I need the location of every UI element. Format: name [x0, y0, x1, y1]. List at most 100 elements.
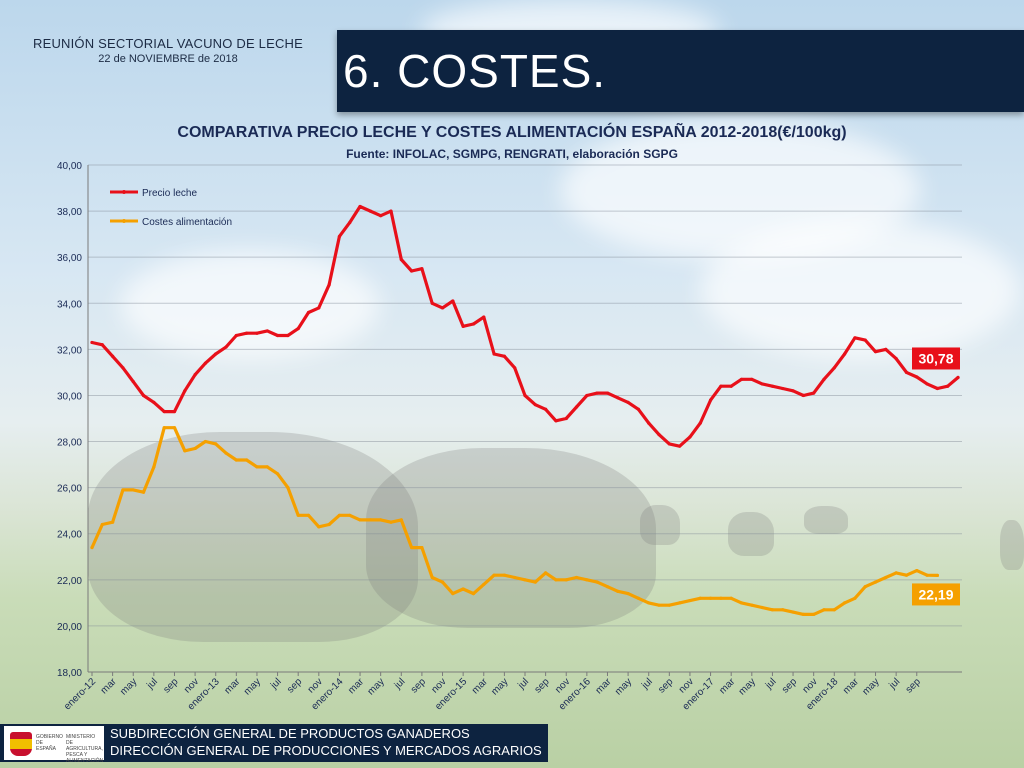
- data-point: [306, 513, 311, 517]
- data-point: [348, 513, 352, 517]
- meeting-header: REUNIÓN SECTORIAL VACUNO DE LECHE 22 de …: [0, 36, 336, 65]
- data-point: [915, 375, 919, 379]
- data-point: [616, 589, 620, 593]
- end-value-badge: [912, 347, 960, 370]
- legend-label: Precio leche: [142, 188, 197, 199]
- y-tick-label: 38,00: [57, 207, 82, 218]
- data-point: [286, 333, 290, 338]
- data-point: [904, 370, 909, 375]
- data-point: [111, 354, 115, 358]
- data-point: [636, 596, 641, 600]
- data-point: [750, 603, 754, 607]
- data-point: [492, 352, 496, 356]
- data-point: [863, 338, 867, 342]
- x-tick-label: sep: [409, 676, 428, 695]
- data-point: [626, 592, 630, 596]
- data-point: [708, 596, 713, 600]
- data-point: [471, 592, 476, 596]
- data-point: [853, 596, 857, 600]
- legend-marker: [122, 190, 126, 194]
- data-point: [636, 407, 641, 411]
- data-point: [574, 575, 579, 580]
- data-point: [533, 403, 537, 407]
- data-point: [842, 352, 847, 356]
- data-point: [162, 409, 166, 414]
- data-point: [482, 582, 486, 587]
- data-point: [379, 518, 383, 522]
- x-tick-label: may: [613, 676, 634, 697]
- data-point: [781, 386, 785, 391]
- logo-text-ministerio: MINISTERIO DE AGRICULTURA, PESCA Y ALIME…: [66, 734, 104, 764]
- data-point: [265, 329, 269, 333]
- cow-silhouette: [88, 432, 418, 642]
- data-point: [554, 578, 558, 582]
- data-point: [440, 306, 445, 310]
- data-point: [430, 575, 434, 580]
- data-point: [234, 333, 238, 338]
- data-point: [873, 580, 878, 584]
- x-tick-label: mar: [346, 676, 366, 696]
- data-point: [162, 426, 166, 430]
- y-tick-label: 28,00: [57, 438, 82, 449]
- data-point: [698, 421, 702, 425]
- data-point: [822, 608, 826, 612]
- data-point: [863, 585, 867, 589]
- y-tick-label: 36,00: [57, 253, 82, 264]
- data-point: [358, 518, 362, 522]
- data-point: [399, 518, 403, 522]
- data-point: [698, 596, 702, 600]
- data-point: [100, 343, 104, 347]
- y-tick-label: 20,00: [57, 622, 82, 633]
- data-point: [183, 389, 187, 393]
- y-tick-label: 18,00: [57, 668, 82, 679]
- data-point: [275, 472, 280, 476]
- x-tick-label: sep: [780, 676, 799, 695]
- x-tick-label: sep: [904, 676, 923, 695]
- x-tick-label: jul: [392, 676, 408, 692]
- chart-title: COMPARATIVA PRECIO LECHE Y COSTES ALIMEN…: [177, 124, 847, 141]
- spain-crest-icon: [10, 732, 32, 756]
- data-point: [667, 603, 671, 607]
- x-tick-label: sep: [533, 676, 552, 695]
- data-point: [461, 587, 465, 591]
- data-point: [760, 605, 764, 610]
- y-tick-label: 30,00: [57, 391, 82, 402]
- data-point: [492, 573, 496, 577]
- data-point: [678, 444, 682, 448]
- data-point: [801, 612, 805, 616]
- data-point: [791, 610, 795, 614]
- data-point: [595, 580, 599, 584]
- data-point: [822, 377, 826, 381]
- data-point: [719, 384, 723, 388]
- data-point: [595, 391, 599, 395]
- data-point: [141, 393, 146, 398]
- data-point: [513, 575, 517, 580]
- x-tick-label: jul: [639, 676, 655, 692]
- data-point: [915, 569, 919, 573]
- data-point: [214, 352, 218, 356]
- data-point: [337, 234, 342, 239]
- data-point: [296, 327, 300, 331]
- data-point: [100, 522, 104, 527]
- slide-title: 6. COSTES.: [343, 45, 607, 97]
- data-point: [389, 209, 393, 213]
- data-point: [111, 520, 115, 524]
- x-tick-label: sep: [656, 676, 675, 695]
- data-point: [121, 366, 125, 370]
- data-point: [564, 416, 568, 421]
- data-point: [904, 573, 909, 577]
- data-point: [956, 375, 960, 380]
- data-point: [801, 393, 805, 398]
- data-point: [193, 446, 197, 451]
- data-point: [440, 580, 445, 584]
- data-point: [451, 592, 455, 596]
- data-point: [523, 393, 527, 398]
- data-point: [420, 267, 424, 271]
- x-tick-label: jul: [268, 676, 284, 692]
- data-point: [585, 393, 589, 398]
- data-point: [894, 356, 898, 361]
- x-tick-label: jul: [516, 676, 532, 692]
- data-point: [533, 580, 537, 584]
- data-point: [121, 488, 125, 492]
